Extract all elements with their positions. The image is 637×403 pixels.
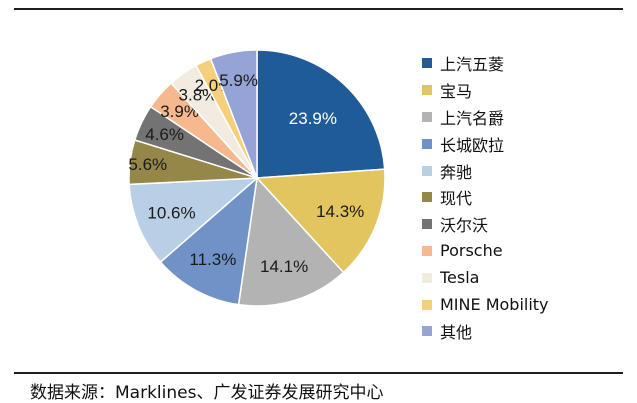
legend-label: 上汽名爵 <box>440 108 505 128</box>
pie-slice-0 <box>256 49 386 179</box>
legend-swatch <box>422 58 432 69</box>
slice-value-label-5: 5.6% <box>128 155 167 174</box>
legend-item: Tesla <box>422 264 549 291</box>
slice-value-label-1: 14.3% <box>316 202 364 221</box>
slice-value-label-8: 3.8% <box>179 85 218 104</box>
legend-item: MINE Mobility <box>422 291 549 318</box>
legend-swatch <box>422 138 432 149</box>
pie-slice-3 <box>159 176 259 306</box>
legend-label: 其他 <box>440 323 473 343</box>
legend-swatch <box>422 299 432 310</box>
legend-swatch <box>422 165 432 176</box>
slice-value-label-2: 14.1% <box>260 257 308 276</box>
source-note: 数据来源：Marklines、广发证券发展研究中心 <box>30 383 384 403</box>
legend-item: 上汽名爵 <box>422 104 549 131</box>
legend-swatch <box>422 219 432 230</box>
legend-item: 宝马 <box>422 77 549 104</box>
legend-label: 现代 <box>440 189 473 209</box>
legend-label: Porsche <box>440 241 503 261</box>
legend-label: Tesla <box>440 268 480 288</box>
legend-swatch <box>422 111 432 122</box>
pie-chart: 23.9% 14.3% 14.1% 11.3% 10.6% 5.6% 4.6% 3.9%3.8… <box>128 49 386 307</box>
pie-slice-4 <box>128 177 260 264</box>
legend-item: 现代 <box>422 184 549 211</box>
bottom-rule <box>14 372 623 374</box>
slice-value-label-10: 5.9% <box>219 71 258 90</box>
slice-value-label-4: 10.6% <box>147 204 195 223</box>
legend-item: 其他 <box>422 318 549 345</box>
slice-value-label-3: 11.3% <box>189 250 236 269</box>
legend-label: MINE Mobility <box>440 295 549 315</box>
legend-item: 沃尔沃 <box>422 211 549 238</box>
slice-value-label-6: 4.6% <box>145 125 184 144</box>
pie-slice-2 <box>237 176 345 307</box>
legend-swatch <box>422 192 432 203</box>
legend-label: 沃尔沃 <box>440 216 489 236</box>
legend-swatch <box>422 272 432 283</box>
legend-item: 奔驰 <box>422 157 549 184</box>
legend-item: 上汽五菱 <box>422 50 549 77</box>
legend-item: Porsche <box>422 238 549 265</box>
slice-value-label-7: 3.9% <box>160 102 199 121</box>
pie-slice-1 <box>255 168 386 274</box>
legend-item: 长城欧拉 <box>422 130 549 157</box>
legend-swatch <box>422 326 432 337</box>
legend: 上汽五菱宝马上汽名爵长城欧拉奔驰现代沃尔沃 Porsche Tesla MINE Mo… <box>422 50 549 345</box>
legend-label: 长城欧拉 <box>440 135 505 155</box>
top-rule <box>14 8 623 10</box>
legend-label: 奔驰 <box>440 162 473 182</box>
pie-slice-10 <box>209 49 258 179</box>
slice-value-label-0: 23.9% <box>289 109 337 128</box>
legend-swatch <box>422 245 432 256</box>
legend-label: 上汽五菱 <box>440 55 505 75</box>
legend-label: 宝马 <box>440 82 473 102</box>
legend-swatch <box>422 85 432 96</box>
